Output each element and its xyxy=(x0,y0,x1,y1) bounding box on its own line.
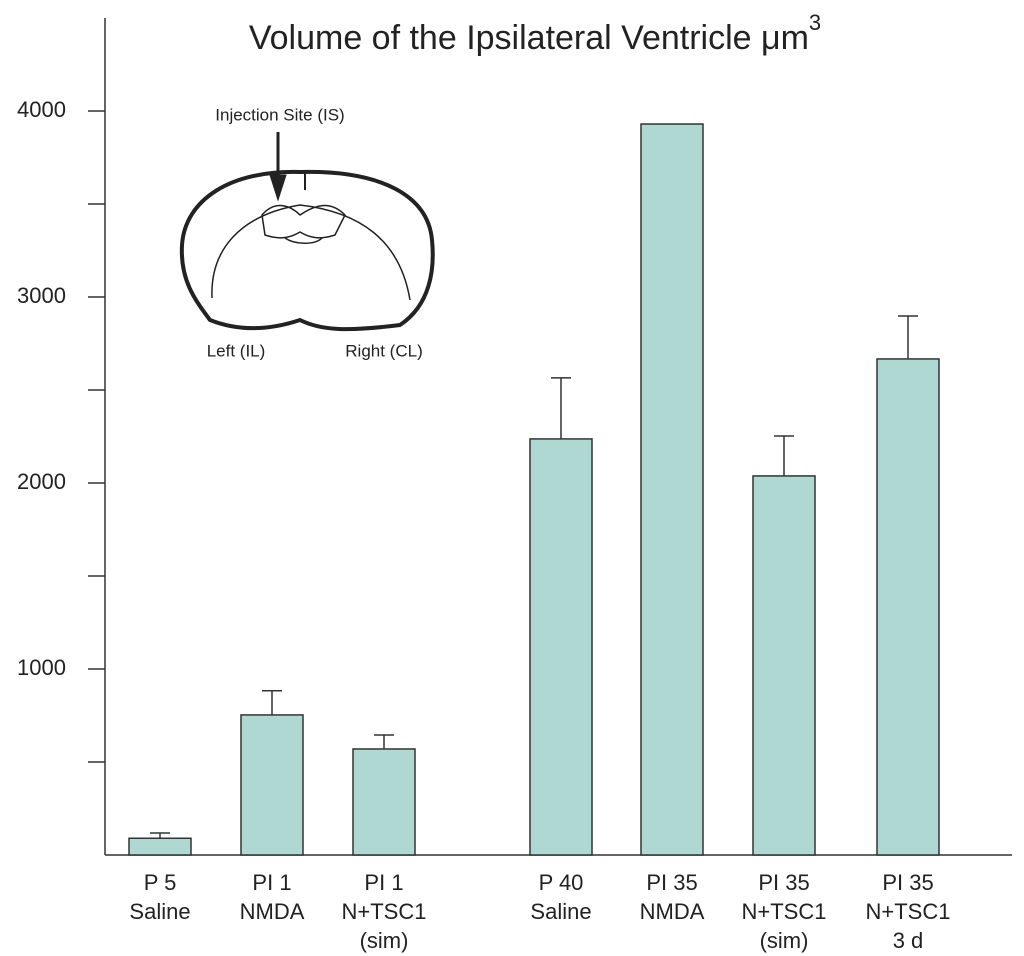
x-tick-label: PI 35 xyxy=(758,870,809,895)
y-tick-label: 2000 xyxy=(17,469,66,494)
annotation: Injection Site (IS) xyxy=(215,105,344,124)
x-tick-label: P 5 xyxy=(144,870,177,895)
x-tick-label: Saline xyxy=(129,899,190,924)
x-tick-label: NMDA xyxy=(240,899,305,924)
title-superscript: 3 xyxy=(809,10,821,35)
x-tick-label: PI 1 xyxy=(364,870,403,895)
x-tick-label: N+TSC1 xyxy=(866,899,951,924)
brain-inset xyxy=(179,132,435,332)
bar xyxy=(352,748,416,856)
y-tick-label: 1000 xyxy=(17,655,66,680)
x-tick-label: Saline xyxy=(530,899,591,924)
x-tick-label: (sim) xyxy=(360,928,409,953)
annotation: Right (CL) xyxy=(345,341,422,360)
x-tick-label: NMDA xyxy=(640,899,705,924)
title-text: Volume of the Ipsilateral Ventricle μm xyxy=(249,19,809,57)
bar xyxy=(128,837,192,856)
y-tick-label: 3000 xyxy=(17,283,66,308)
x-tick-label: 3 d xyxy=(893,928,924,953)
x-tick-label: PI 35 xyxy=(882,870,933,895)
x-tick-label: N+TSC1 xyxy=(742,899,827,924)
bar xyxy=(240,714,304,856)
bar xyxy=(640,123,704,856)
chart-title: Volume of the Ipsilateral Ventricle μm3 xyxy=(249,10,821,57)
y-tick-label: 4000 xyxy=(17,97,66,122)
x-tick-label: N+TSC1 xyxy=(342,899,427,924)
bar xyxy=(529,438,593,856)
bar xyxy=(876,358,940,856)
annotation: Left (IL) xyxy=(207,341,266,360)
x-tick-label: PI 35 xyxy=(646,870,697,895)
bar xyxy=(752,475,816,856)
x-tick-label: (sim) xyxy=(760,928,809,953)
x-tick-label: P 40 xyxy=(539,870,584,895)
x-tick-label: PI 1 xyxy=(252,870,291,895)
